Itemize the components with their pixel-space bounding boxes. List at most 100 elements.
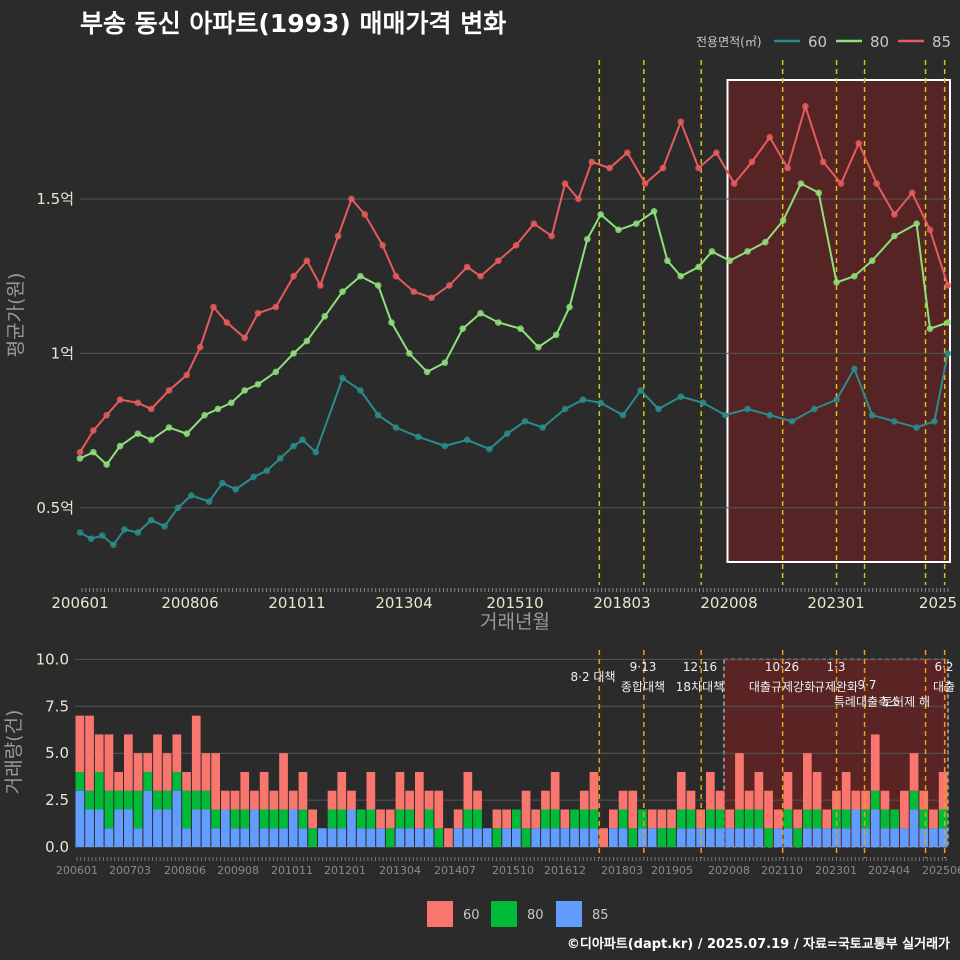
- data-point-60: [312, 448, 320, 456]
- x-tick-label: 202506: [922, 864, 960, 877]
- volume-bar-80: [385, 828, 395, 847]
- volume-bar-60: [211, 753, 220, 810]
- volume-bar-85: [880, 828, 890, 847]
- volume-bar-85: [715, 828, 725, 847]
- data-point-85: [379, 241, 386, 249]
- data-point-60: [503, 430, 511, 437]
- event-label: 대출규제강화: [749, 680, 815, 694]
- data-point-85: [695, 164, 702, 172]
- volume-bar-80: [240, 809, 250, 829]
- volume-bar-60: [803, 753, 812, 810]
- volume-bar-85: [230, 828, 240, 847]
- volume-bar-80: [841, 809, 851, 829]
- data-point-85: [908, 189, 916, 197]
- data-point-85: [183, 371, 191, 379]
- data-point-80: [423, 368, 431, 376]
- y-tick-label: 7.5: [45, 697, 69, 715]
- volume-bar-85: [250, 809, 259, 847]
- data-point-60: [868, 411, 876, 419]
- x-tick-label: 201803: [593, 594, 650, 612]
- volume-bar-80: [337, 809, 347, 829]
- data-point-60: [637, 387, 645, 394]
- data-point-60: [250, 473, 257, 481]
- data-point-80: [664, 257, 671, 265]
- data-point-85: [606, 164, 613, 172]
- data-point-85: [348, 195, 355, 203]
- x-tick-label: 2025: [919, 594, 957, 612]
- volume-bar-85: [259, 828, 269, 847]
- data-point-80: [495, 319, 502, 326]
- data-point-85: [223, 319, 231, 326]
- data-point-85: [241, 334, 248, 342]
- data-point-60: [232, 485, 240, 493]
- data-point-60: [597, 399, 604, 407]
- data-point-60: [677, 393, 685, 400]
- volume-bar-85: [550, 828, 560, 847]
- data-point-85: [855, 140, 863, 147]
- x-tick-label: 201304: [375, 594, 432, 612]
- data-point-85: [361, 211, 369, 218]
- legend-swatch-60: [427, 901, 453, 927]
- data-point-80: [147, 436, 155, 444]
- volume-bar-85: [172, 790, 182, 847]
- event-annotation: 토허제 해: [882, 695, 930, 709]
- volume-bar-80: [259, 809, 269, 829]
- data-point-85: [819, 158, 827, 166]
- data-point-60: [414, 433, 422, 441]
- data-point-60: [561, 405, 569, 413]
- volume-bar-80: [706, 809, 715, 829]
- volume-bar-80: [812, 809, 822, 829]
- volume-bar-60: [589, 771, 599, 810]
- volume-bar-60: [424, 790, 434, 810]
- volume-bar-85: [463, 828, 473, 847]
- volume-bar-85: [541, 828, 550, 847]
- volume-bar-85: [783, 828, 793, 847]
- volume-bar-60: [560, 809, 570, 829]
- x-tick-label: 202008: [700, 594, 757, 612]
- volume-bar-60: [696, 809, 705, 829]
- volume-bar-80: [667, 828, 676, 847]
- data-point-60: [87, 535, 95, 542]
- data-point-60: [147, 516, 155, 524]
- volume-bar-85: [288, 809, 298, 847]
- volume-bar-80: [191, 790, 201, 810]
- data-point-60: [219, 479, 226, 487]
- data-point-80: [165, 424, 173, 431]
- data-point-60: [374, 411, 382, 419]
- data-point-85: [495, 257, 502, 265]
- volume-bar-80: [405, 809, 414, 829]
- data-point-85: [196, 343, 204, 351]
- volume-bar-60: [415, 771, 424, 829]
- data-point-85: [103, 411, 111, 419]
- data-point-80: [134, 430, 142, 437]
- volume-bar-60: [628, 790, 638, 829]
- data-point-85: [165, 387, 173, 394]
- data-point-85: [624, 149, 631, 156]
- event-annotation: 8·2 대책: [571, 669, 616, 684]
- volume-bar-60: [308, 809, 317, 829]
- volume-bar-60: [735, 753, 744, 810]
- volume-bar-80: [366, 809, 376, 829]
- volume-bar-60: [337, 771, 347, 810]
- data-point-60: [931, 418, 938, 425]
- data-point-60: [121, 526, 128, 533]
- data-point-60: [76, 529, 84, 536]
- x-tick-label: 201510: [492, 864, 534, 877]
- volume-bar-60: [841, 771, 851, 810]
- data-point-80: [677, 272, 685, 280]
- footer-credit: ©디아파트(dapt.kr) / 2025.07.19 / 자료=국토교통부 실…: [566, 937, 950, 952]
- volume-bar-85: [618, 828, 628, 847]
- x-tick-label: 200703: [109, 864, 151, 877]
- volume-bar-80: [919, 809, 929, 829]
- data-point-85: [802, 103, 809, 110]
- volume-bar-80: [124, 790, 133, 810]
- volume-bar-60: [327, 790, 337, 810]
- volume-bar-60: [259, 771, 269, 810]
- legend-label-85: 85: [932, 33, 951, 51]
- data-point-80: [597, 211, 604, 218]
- data-point-80: [321, 313, 329, 320]
- volume-bar-85: [318, 828, 327, 847]
- data-point-60: [655, 405, 662, 413]
- data-point-80: [708, 248, 716, 255]
- volume-bar-60: [162, 753, 172, 791]
